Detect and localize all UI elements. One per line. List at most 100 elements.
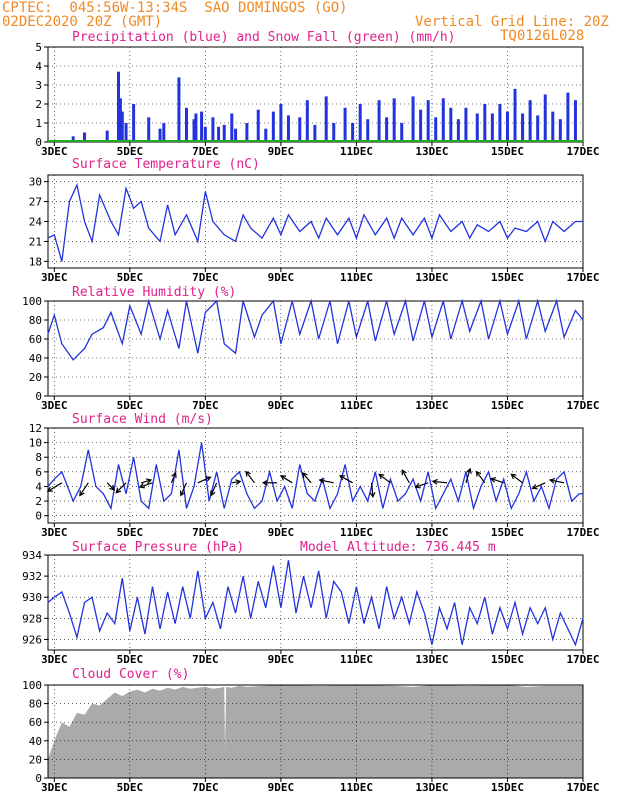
precip-bar bbox=[505, 111, 509, 142]
wind-arrow-head bbox=[301, 472, 308, 479]
wind-arrow-head bbox=[46, 486, 53, 492]
precip-bar bbox=[536, 115, 540, 142]
x-tick-label: 15DEC bbox=[491, 399, 524, 412]
x-tick-label: 7DEC bbox=[192, 781, 219, 794]
header-grid-note: Vertical Grid Line: 20Z bbox=[415, 14, 609, 30]
y-tick-label: 4 bbox=[35, 480, 42, 493]
x-tick-label: 5DEC bbox=[117, 781, 144, 794]
panel-frame bbox=[47, 300, 584, 397]
panel-0 bbox=[44, 46, 584, 146]
x-tick-label: 17DEC bbox=[566, 653, 599, 666]
precip-bar bbox=[203, 126, 207, 142]
x-tick-label: 3DEC bbox=[41, 526, 68, 539]
precip-bar bbox=[449, 107, 453, 142]
series-line bbox=[47, 442, 583, 511]
y-tick-label: 0 bbox=[35, 390, 42, 403]
wind-arrow-head bbox=[138, 482, 145, 489]
x-tick-label: 17DEC bbox=[566, 399, 599, 412]
y-tick-label: 18 bbox=[29, 255, 42, 268]
y-tick-label: 40 bbox=[29, 735, 42, 748]
precip-bar bbox=[377, 100, 381, 142]
precip-bar bbox=[147, 117, 151, 142]
wind-arrow bbox=[140, 479, 152, 484]
precip-bar bbox=[132, 104, 136, 142]
precip-bar bbox=[543, 94, 547, 142]
precip-bar bbox=[286, 115, 290, 142]
x-tick-label: 17DEC bbox=[566, 526, 599, 539]
wind-arrow bbox=[47, 482, 63, 492]
precip-bar bbox=[385, 117, 389, 142]
x-tick-label: 17DEC bbox=[566, 145, 599, 158]
x-tick-label: 15DEC bbox=[491, 271, 524, 284]
x-tick-label: 9DEC bbox=[268, 526, 295, 539]
precip-bar bbox=[441, 98, 445, 142]
panel-title: Precipitation (blue) and Snow Fall (gree… bbox=[72, 30, 456, 45]
wind-arrow-head bbox=[466, 467, 472, 474]
panel-2 bbox=[44, 298, 584, 400]
wind-arrow bbox=[280, 475, 293, 484]
wind-arrow bbox=[319, 479, 334, 484]
x-tick-label: 5DEC bbox=[117, 271, 144, 284]
precip-bar bbox=[313, 124, 317, 142]
precip-bar bbox=[558, 119, 562, 142]
x-tick-label: 3DEC bbox=[41, 399, 68, 412]
precip-bar bbox=[351, 123, 355, 142]
precip-bar bbox=[528, 100, 532, 142]
header-code: TQ0126L028 bbox=[500, 28, 585, 44]
panel-title: Relative Humidity (%) bbox=[72, 285, 236, 300]
x-tick-label: 7DEC bbox=[192, 145, 219, 158]
x-tick-label: 3DEC bbox=[41, 781, 68, 794]
panel-3 bbox=[44, 427, 584, 527]
y-tick-label: 928 bbox=[22, 612, 42, 625]
y-tick-label: 20 bbox=[29, 753, 42, 766]
precip-bar bbox=[483, 104, 487, 142]
x-tick-label: 3DEC bbox=[41, 145, 68, 158]
wind-arrow bbox=[532, 482, 546, 489]
wind-arrow-head bbox=[369, 491, 376, 499]
y-tick-label: 80 bbox=[29, 698, 42, 711]
wind-arrow-head bbox=[401, 469, 407, 476]
y-tick-label: 0 bbox=[35, 772, 42, 785]
x-tick-label: 15DEC bbox=[491, 145, 524, 158]
y-tick-label: 8 bbox=[35, 451, 42, 464]
precip-bar bbox=[279, 104, 283, 142]
precip-bar bbox=[419, 109, 423, 142]
wind-arrow bbox=[231, 480, 241, 484]
precip-bar bbox=[124, 123, 128, 142]
x-tick-label: 5DEC bbox=[117, 526, 144, 539]
wind-arrow bbox=[550, 479, 565, 484]
wind-arrow-head bbox=[475, 470, 482, 477]
y-tick-label: 100 bbox=[22, 679, 42, 692]
x-tick-label: 9DEC bbox=[268, 399, 295, 412]
wind-arrow-head bbox=[431, 478, 438, 485]
x-tick-label: 7DEC bbox=[192, 271, 219, 284]
wind-arrow bbox=[339, 475, 353, 484]
precip-bar bbox=[177, 77, 181, 142]
cloud-cover-area bbox=[47, 685, 583, 778]
y-tick-label: 2 bbox=[35, 495, 42, 508]
wind-arrow-head bbox=[210, 490, 216, 497]
precip-bar bbox=[71, 136, 75, 142]
panel-4 bbox=[44, 554, 584, 654]
wind-arrow-head bbox=[489, 477, 497, 483]
x-tick-label: 15DEC bbox=[491, 526, 524, 539]
y-tick-label: 5 bbox=[35, 41, 42, 54]
precip-bar bbox=[222, 124, 226, 142]
precip-bar bbox=[305, 100, 309, 142]
precip-bar bbox=[211, 117, 215, 142]
wind-arrow-head bbox=[235, 479, 242, 485]
panel-frame bbox=[47, 684, 584, 779]
x-tick-label: 9DEC bbox=[268, 145, 295, 158]
y-tick-label: 12 bbox=[29, 422, 42, 435]
precip-bar bbox=[105, 130, 109, 142]
y-tick-label: 0 bbox=[35, 510, 42, 523]
y-tick-label: 60 bbox=[29, 333, 42, 346]
precip-bar bbox=[573, 100, 577, 142]
precip-bar bbox=[120, 111, 124, 142]
x-tick-label: 11DEC bbox=[340, 653, 373, 666]
panel-5 bbox=[44, 684, 584, 782]
panel-title: Surface Temperature (nC) bbox=[72, 157, 260, 172]
x-tick-label: 13DEC bbox=[415, 145, 448, 158]
wind-arrow-head bbox=[205, 476, 212, 482]
